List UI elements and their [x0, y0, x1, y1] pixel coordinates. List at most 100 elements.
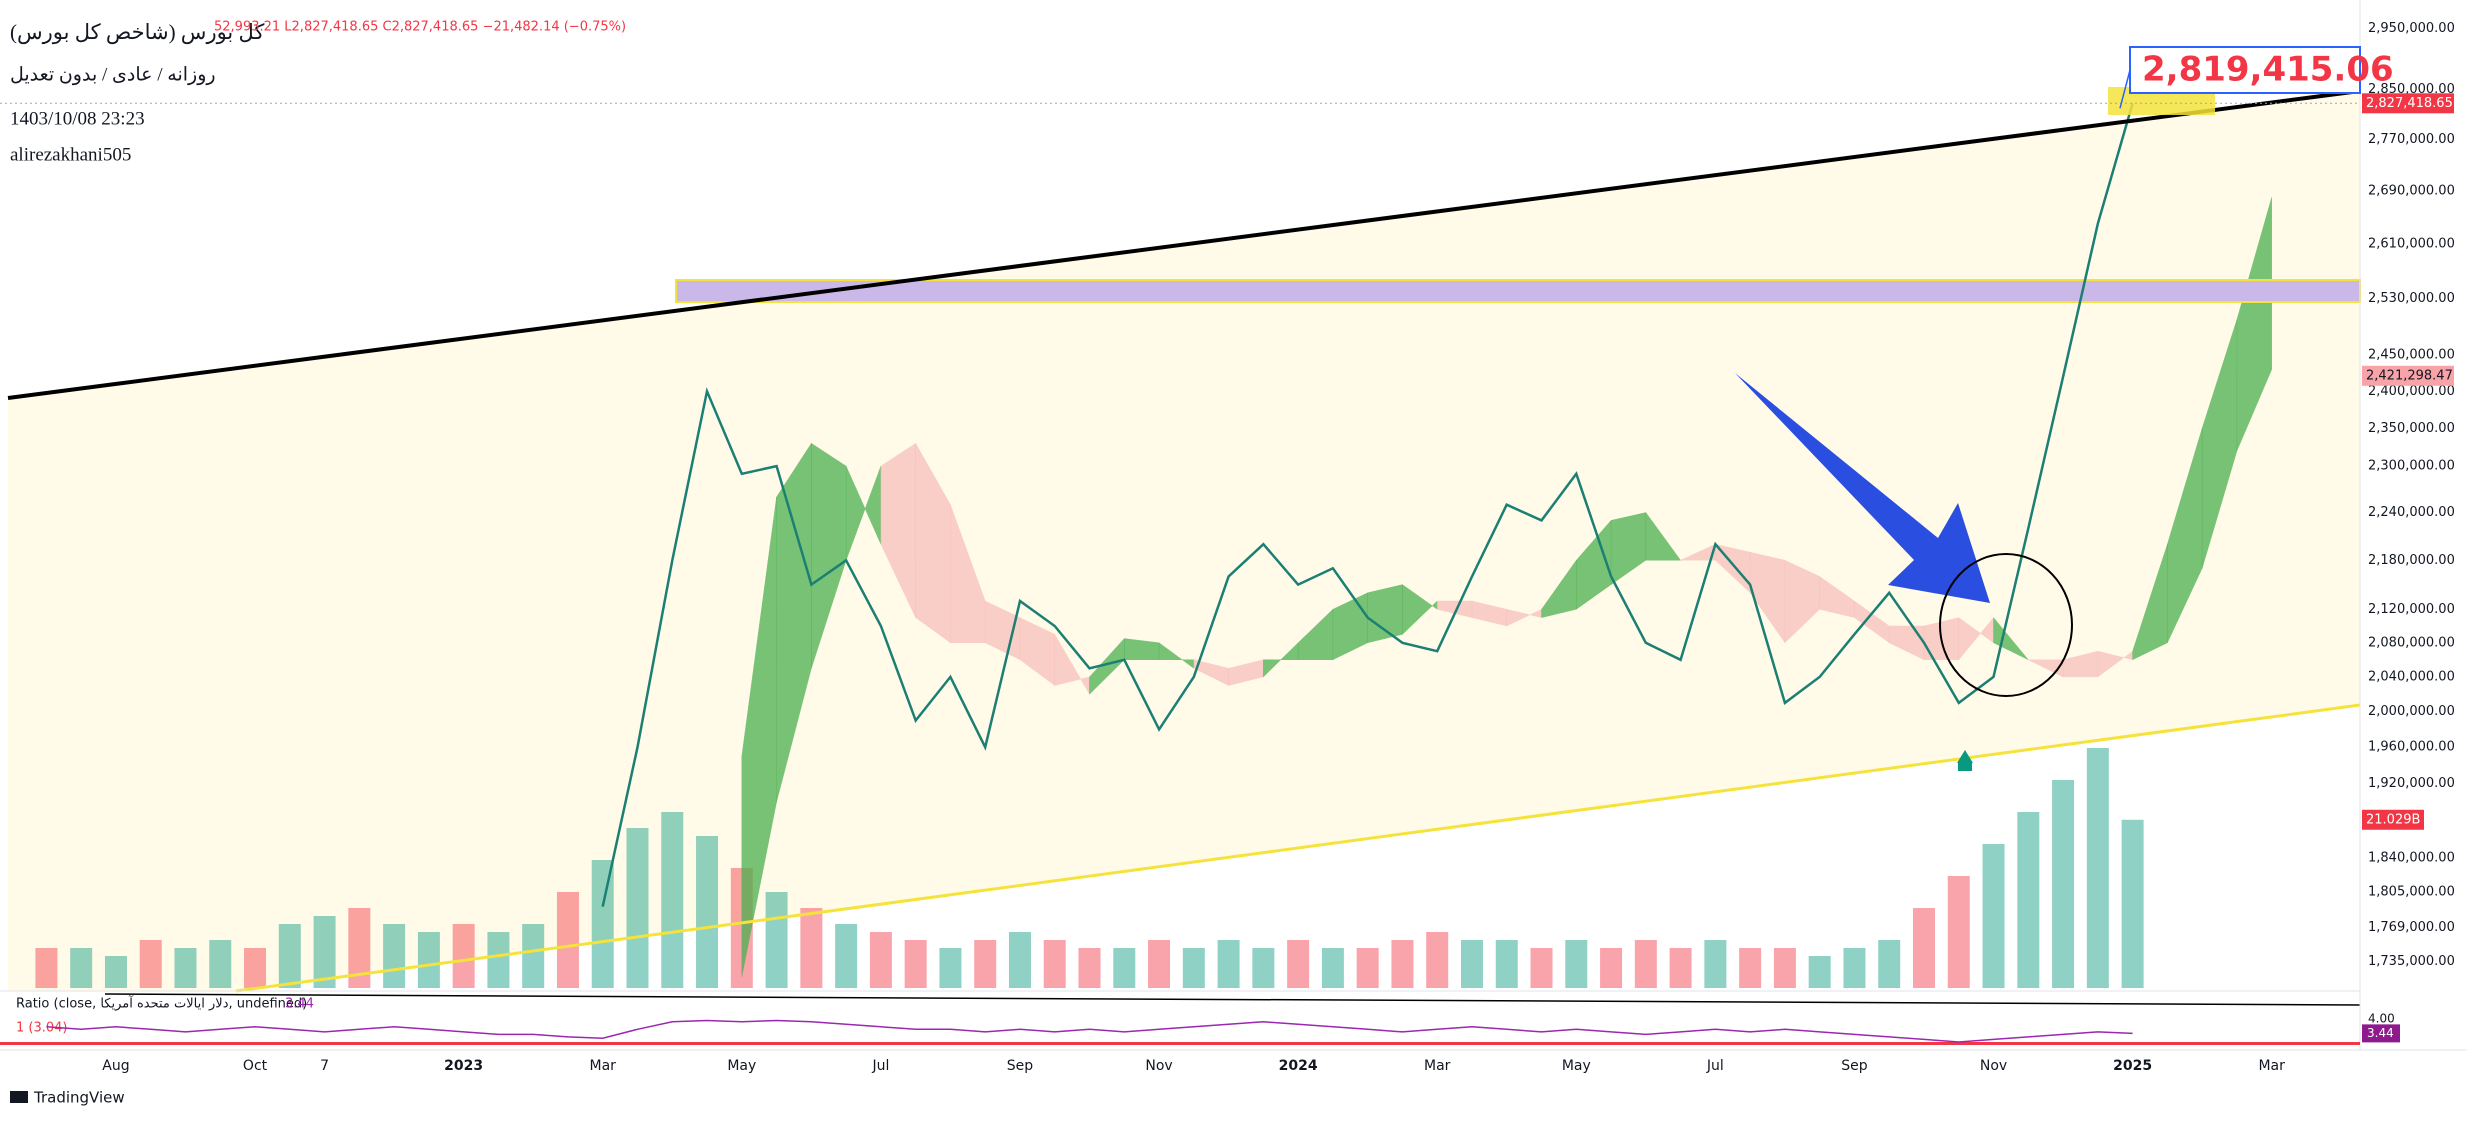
- y-tick-label: 2,240,000.00: [2368, 505, 2455, 520]
- y-tick-label: 2,690,000.00: [2368, 183, 2455, 198]
- volume-bar: [1426, 932, 1449, 988]
- volume-bar: [661, 812, 684, 988]
- volume-bar: [1808, 956, 1831, 988]
- volume-bar: [904, 940, 927, 988]
- cloud-segment: [2236, 197, 2272, 451]
- indicator-last-box: [2362, 1024, 2400, 1043]
- y-tick-label: 2,080,000.00: [2368, 635, 2455, 650]
- y-tick-label: 2,950,000.00: [2368, 21, 2455, 36]
- timestamp: 1403/10/08 23:23: [10, 108, 145, 129]
- marker-box: [2129, 46, 2361, 94]
- volume-bar: [1669, 948, 1692, 988]
- y-tick-label: 2,300,000.00: [2368, 459, 2455, 474]
- marker-leader: [2119, 69, 2131, 109]
- brand: TradingView: [33, 1089, 125, 1107]
- volume-bar: [383, 924, 406, 988]
- x-tick-label: Nov: [1980, 1058, 2007, 1074]
- indicator-trendline: [104, 993, 2361, 1006]
- volume-bar: [2052, 780, 2075, 988]
- volume-bar: [696, 836, 719, 988]
- y-tick-label: 2,000,000.00: [2368, 704, 2455, 719]
- volume-bar: [591, 860, 614, 988]
- cloud-segment: [1993, 616, 2029, 660]
- volume-bar: [626, 828, 649, 988]
- y-tick-label: 2,400,000.00: [2368, 384, 2455, 399]
- chart-title: کل بورس (شاخص کل بورس): [10, 20, 264, 45]
- volume-bar: [1287, 940, 1310, 988]
- y-tick-label: 1,805,000.00: [2368, 884, 2455, 899]
- brand-logo: [10, 1091, 28, 1103]
- x-tick-label: 7: [320, 1058, 329, 1074]
- volume-bar: [139, 940, 162, 988]
- volume-bar: [244, 948, 267, 988]
- volume-bar: [1460, 940, 1483, 988]
- indicator-pane: [0, 1019, 2360, 1045]
- volume-bar: [1113, 948, 1136, 988]
- x-tick-label: Jul: [1706, 1058, 1724, 1074]
- volume-bar: [174, 948, 197, 988]
- x-tick-label: Jul: [871, 1058, 889, 1074]
- volume-bar: [1252, 948, 1275, 988]
- volume-bar: [35, 948, 58, 988]
- x-tick-label: Oct: [243, 1058, 268, 1074]
- volume-bar: [313, 916, 336, 988]
- volume-bar: [1878, 940, 1901, 988]
- volume-bar: [1565, 940, 1588, 988]
- volume-bar: [2017, 812, 2040, 988]
- x-tick-label: Sep: [1841, 1058, 1868, 1074]
- last-price-label: 2,827,418.65: [2366, 96, 2453, 111]
- chart-subtitle: روزانه / عادی / بدون تعدیل: [10, 64, 216, 85]
- x-tick-label: Mar: [2258, 1058, 2285, 1074]
- signal-arrow-base: [1958, 763, 1972, 771]
- price-line: [601, 102, 2134, 907]
- volume-bar: [209, 940, 232, 988]
- x-tick-label: May: [727, 1058, 756, 1074]
- y-tick-label: 2,040,000.00: [2368, 669, 2455, 684]
- volume-bar: [556, 892, 579, 988]
- volume-bar: [2121, 819, 2144, 988]
- volume-bar: [417, 932, 440, 988]
- marker-label: 2,819,415.06: [2142, 50, 2394, 90]
- volume-bar: [1043, 940, 1066, 988]
- volume-bar: [522, 924, 545, 988]
- cloud-segment: [1645, 511, 1682, 561]
- volume-bar: [1947, 876, 1970, 988]
- volume-bar: [1982, 844, 2005, 988]
- indicator-tick-label: 4.00: [2368, 1012, 2395, 1026]
- x-tick-label: 2025: [2113, 1058, 2152, 1074]
- volume-bar: [1704, 940, 1727, 988]
- price-pane: [35, 197, 2272, 988]
- y-tick-label: 1,920,000.00: [2368, 776, 2455, 791]
- indicator-line: [46, 1019, 2133, 1043]
- level-box: [2362, 365, 2454, 386]
- level-label: 2,421,298.47: [2366, 368, 2453, 383]
- volume-bar: [1843, 948, 1866, 988]
- volume-bar: [1739, 948, 1762, 988]
- volume-bar: [835, 924, 858, 988]
- volume-bar: [939, 948, 962, 988]
- x-tick-label: Mar: [1424, 1058, 1451, 1074]
- volume-bar: [1078, 948, 1101, 988]
- volume-bar: [1008, 932, 1031, 988]
- y-tick-label: 2,180,000.00: [2368, 553, 2455, 568]
- volume-bar: [452, 924, 475, 988]
- y-tick-label: 2,610,000.00: [2368, 236, 2455, 251]
- volume-bar: [974, 940, 997, 988]
- volume-bar: [70, 948, 93, 988]
- volume-bar: [765, 892, 788, 988]
- volume-bar: [1321, 948, 1344, 988]
- channel-fill: [8, 91, 2360, 991]
- x-tick-label: Mar: [590, 1058, 617, 1074]
- y-tick-label: 2,120,000.00: [2368, 602, 2455, 617]
- indicator-last-label: 3.44: [2367, 1026, 2394, 1040]
- volume-bar: [1912, 908, 1935, 988]
- volume-bar: [1495, 940, 1518, 988]
- x-tick-label: Aug: [102, 1058, 129, 1074]
- volume-bar: [1634, 940, 1657, 988]
- x-tick-label: 2023: [444, 1058, 483, 1074]
- volume-bar: [348, 908, 371, 988]
- volume-bar: [1391, 940, 1414, 988]
- trendline-upper: [7, 89, 2361, 400]
- indicator-title: Ratio (close, دلار ایالات متحده آمریکا, …: [16, 995, 307, 1012]
